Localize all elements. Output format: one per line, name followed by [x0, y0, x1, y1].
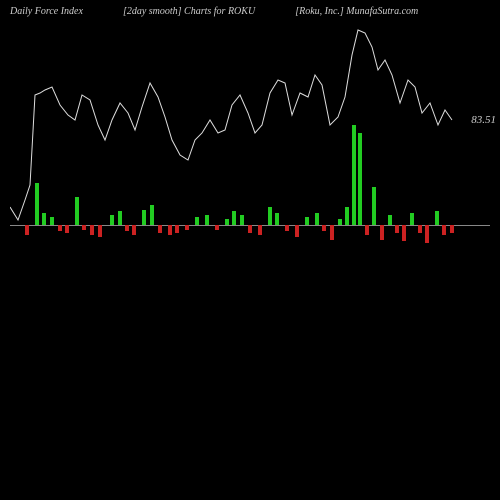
force-bar: [118, 211, 122, 225]
force-bar: [195, 217, 199, 225]
force-bar: [450, 225, 454, 233]
force-bar: [352, 125, 356, 225]
force-bar: [125, 225, 129, 231]
force-bar: [395, 225, 399, 233]
force-bar: [435, 211, 439, 225]
force-bar: [65, 225, 69, 233]
force-bar: [232, 211, 236, 225]
force-bar: [380, 225, 384, 240]
force-bar: [322, 225, 326, 231]
force-bar: [82, 225, 86, 230]
force-bar: [372, 187, 376, 225]
force-bar: [150, 205, 154, 225]
force-bar: [358, 133, 362, 225]
force-bar: [58, 225, 62, 231]
force-bar: [315, 213, 319, 225]
force-bar: [388, 215, 392, 225]
force-bar: [132, 225, 136, 235]
force-bar: [410, 213, 414, 225]
force-bar: [42, 213, 46, 225]
force-bar: [330, 225, 334, 240]
force-bar: [338, 219, 342, 225]
force-bar: [35, 183, 39, 225]
force-bar: [365, 225, 369, 235]
force-bar: [205, 215, 209, 225]
force-bar: [75, 197, 79, 225]
force-bar: [215, 225, 219, 230]
force-bar: [240, 215, 244, 225]
force-bar: [275, 213, 279, 225]
force-bar: [345, 207, 349, 225]
force-bar: [268, 207, 272, 225]
force-bar: [425, 225, 429, 243]
force-bar: [402, 225, 406, 241]
force-bar: [295, 225, 299, 237]
header-title-1: Daily Force Index: [10, 6, 83, 17]
force-bar: [305, 217, 309, 225]
force-bar: [50, 217, 54, 225]
force-bar: [442, 225, 446, 235]
header-title-2: [2day smooth] Charts for ROKU: [123, 6, 255, 17]
force-bar: [225, 219, 229, 225]
current-price-label: 83.51: [471, 114, 496, 126]
force-bar: [142, 210, 146, 225]
force-bar: [258, 225, 262, 235]
force-bar: [158, 225, 162, 233]
force-bar: [168, 225, 172, 235]
header-title-3: [Roku, Inc.] MunafaSutra.com: [295, 6, 418, 17]
force-bar: [98, 225, 102, 237]
force-bar: [248, 225, 252, 233]
force-bar: [185, 225, 189, 230]
force-bar: [25, 225, 29, 235]
force-bar: [90, 225, 94, 235]
force-bar: [110, 215, 114, 225]
chart-header: Daily Force Index [2day smooth] Charts f…: [0, 0, 500, 23]
force-bar: [418, 225, 422, 233]
force-bar: [175, 225, 179, 233]
force-index-bars: [10, 165, 470, 285]
force-bar: [285, 225, 289, 231]
